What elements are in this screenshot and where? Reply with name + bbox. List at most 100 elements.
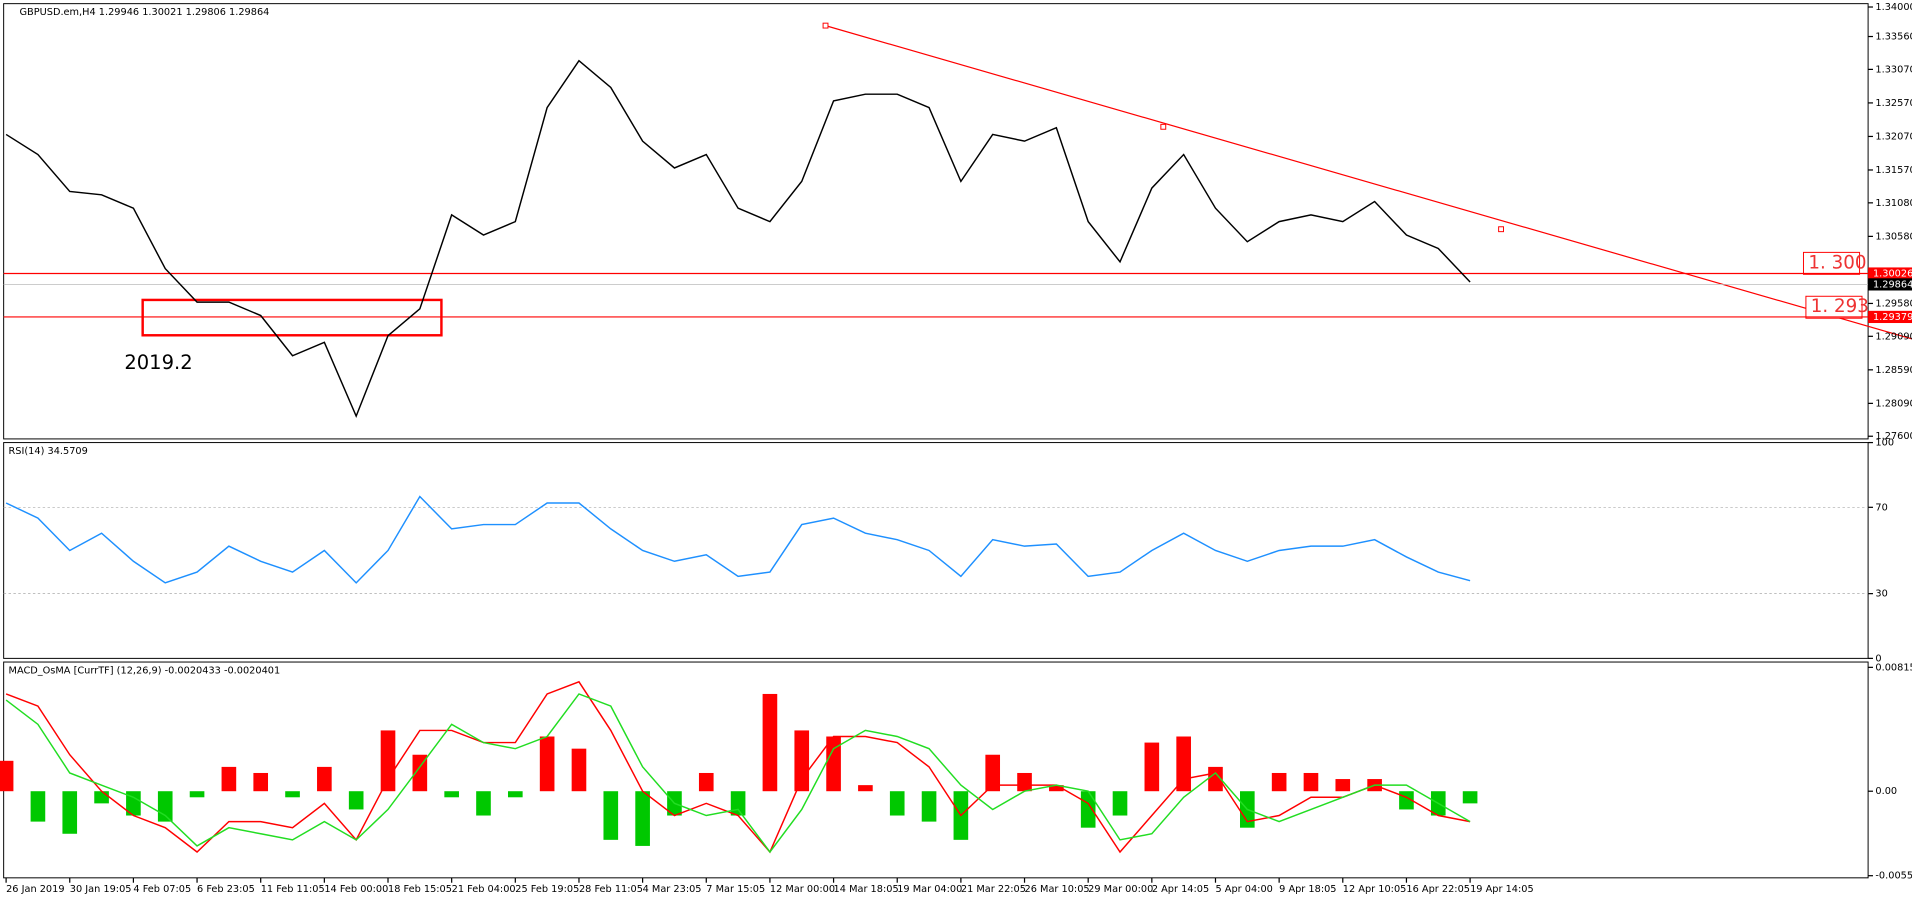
x-tick-label: 9 Apr 18:05 <box>1279 884 1336 895</box>
histogram-bar <box>603 791 619 840</box>
histogram-bar <box>285 791 300 798</box>
x-tick-label: 18 Feb 15:05 <box>388 884 452 895</box>
histogram-bar <box>412 754 428 792</box>
histogram-bar <box>1462 791 1478 804</box>
x-tick-label: 12 Apr 10:05 <box>1343 884 1407 895</box>
level-tag <box>1868 267 1912 280</box>
histogram-bar <box>730 791 746 816</box>
x-tick-label: 16 Apr 22:05 <box>1406 884 1470 895</box>
main-panel <box>3 3 1869 440</box>
histogram-bar <box>889 791 905 816</box>
y-tick-label: -0.00556 <box>1875 871 1912 882</box>
main-title: GBPUSD.em,H4 1.29946 1.30021 1.29806 1.2… <box>20 7 270 18</box>
x-tick-label: 2 Apr 14:05 <box>1152 884 1209 895</box>
y-tick-label: 70 <box>1875 502 1887 513</box>
histogram-bar <box>476 791 491 816</box>
x-tick-label: 26 Jan 2019 <box>6 884 64 895</box>
y-tick-label: 1.31570 <box>1875 165 1912 176</box>
histogram-bar <box>794 730 810 792</box>
histogram-bar <box>126 791 141 816</box>
trendline <box>825 25 1912 340</box>
level-tag <box>1868 310 1912 324</box>
x-tick-label: 21 Feb 04:00 <box>452 884 516 895</box>
x-tick-label: 5 Apr 04:00 <box>1215 884 1272 895</box>
annotation: 1. 300 <box>1808 252 1866 273</box>
x-tick-label: 11 Feb 11:05 <box>261 884 325 895</box>
x-tick-label: 29 Mar 00:00 <box>1088 884 1153 895</box>
indicator-line <box>5 680 1471 854</box>
y-tick-label: 1.32070 <box>1875 131 1912 142</box>
x-tick-label: 6 Feb 23:05 <box>197 884 255 895</box>
trend-anchor <box>1160 123 1167 130</box>
x-tick-label: 4 Mar 23:05 <box>643 884 702 895</box>
annotation-box <box>1802 251 1861 275</box>
histogram-bar <box>1176 736 1191 792</box>
histogram-bar <box>1144 742 1160 792</box>
histogram-bar <box>1017 772 1032 792</box>
price-line <box>5 59 1471 419</box>
y-tick-label: 1.28590 <box>1875 365 1912 376</box>
histogram-bar <box>348 791 364 810</box>
histogram-bar <box>317 766 332 792</box>
x-tick-label: 19 Apr 14:05 <box>1470 884 1534 895</box>
y-tick-label: 1.33070 <box>1875 64 1912 75</box>
x-tick-label: 19 Mar 04:00 <box>897 884 962 895</box>
y-tick-label: 0 <box>1875 653 1881 664</box>
x-tick-label: 25 Feb 19:05 <box>515 884 579 895</box>
x-tick-label: 14 Mar 18:05 <box>834 884 899 895</box>
y-tick-label: 0.00 <box>1875 786 1897 797</box>
histogram-bar <box>1080 791 1096 828</box>
histogram-bar <box>571 748 587 792</box>
level-label: 1.29379 <box>1873 312 1912 323</box>
y-tick-label: 1.33560 <box>1875 32 1912 43</box>
price-line <box>5 495 1471 584</box>
histogram-bar <box>62 791 78 834</box>
x-tick-label: 4 Feb 07:05 <box>133 884 191 895</box>
y-tick-label: 1.29090 <box>1875 331 1912 342</box>
y-tick-label: 30 <box>1875 589 1887 600</box>
y-tick-label: 1.30580 <box>1875 231 1912 242</box>
y-tick-label: 100 <box>1875 438 1894 449</box>
histogram-bar <box>1335 779 1351 792</box>
histogram-bar <box>30 791 46 822</box>
histogram-bar <box>0 760 14 792</box>
x-tick-label: 21 Mar 22:05 <box>961 884 1026 895</box>
histogram-bar <box>1112 791 1128 816</box>
histogram-bar <box>985 754 1001 792</box>
x-tick-label: 30 Jan 19:05 <box>70 884 132 895</box>
last-tag <box>1868 278 1912 291</box>
histogram-bar <box>539 736 555 792</box>
histogram-bar <box>507 791 523 798</box>
rsi-title: RSI(14) 34.5709 <box>9 446 88 457</box>
y-tick-label: 1.34000 <box>1875 2 1912 13</box>
y-tick-label: 1.27600 <box>1875 431 1912 442</box>
x-tick-label: 28 Feb 11:05 <box>579 884 643 895</box>
y-tick-label: 1.28090 <box>1875 398 1912 409</box>
x-tick-label: 14 Feb 00:00 <box>324 884 388 895</box>
level-label: 1.30026 <box>1873 269 1912 280</box>
histogram-bar <box>1271 772 1287 792</box>
x-tick-label: 12 Mar 00:00 <box>770 884 835 895</box>
x-tick-label: 26 Mar 10:05 <box>1025 884 1090 895</box>
indicator-line <box>5 693 1471 854</box>
y-tick-label: 1.31080 <box>1875 198 1912 209</box>
macd-title: MACD_OsMA [CurrTF] (12,26,9) -0.0020433 … <box>9 666 281 677</box>
x-tick-label: 7 Mar 15:05 <box>706 884 765 895</box>
y-tick-label: 1.32570 <box>1875 98 1912 109</box>
histogram-bar <box>221 766 237 792</box>
histogram-bar <box>762 693 778 792</box>
histogram-bar <box>698 772 714 792</box>
y-tick-label: 1.29580 <box>1875 298 1912 309</box>
macd-panel <box>3 661 1869 879</box>
histogram-bar <box>1049 785 1064 792</box>
rsi-panel <box>3 442 1869 659</box>
histogram-bar <box>380 730 396 792</box>
histogram-bar <box>189 791 205 798</box>
histogram-bar <box>1303 772 1319 792</box>
histogram-bar <box>635 791 650 846</box>
histogram-bar <box>444 791 459 798</box>
range-box <box>141 298 443 337</box>
histogram-bar <box>858 785 873 792</box>
annotation-box <box>1805 295 1863 319</box>
annotation: 2019.2 <box>124 351 192 374</box>
